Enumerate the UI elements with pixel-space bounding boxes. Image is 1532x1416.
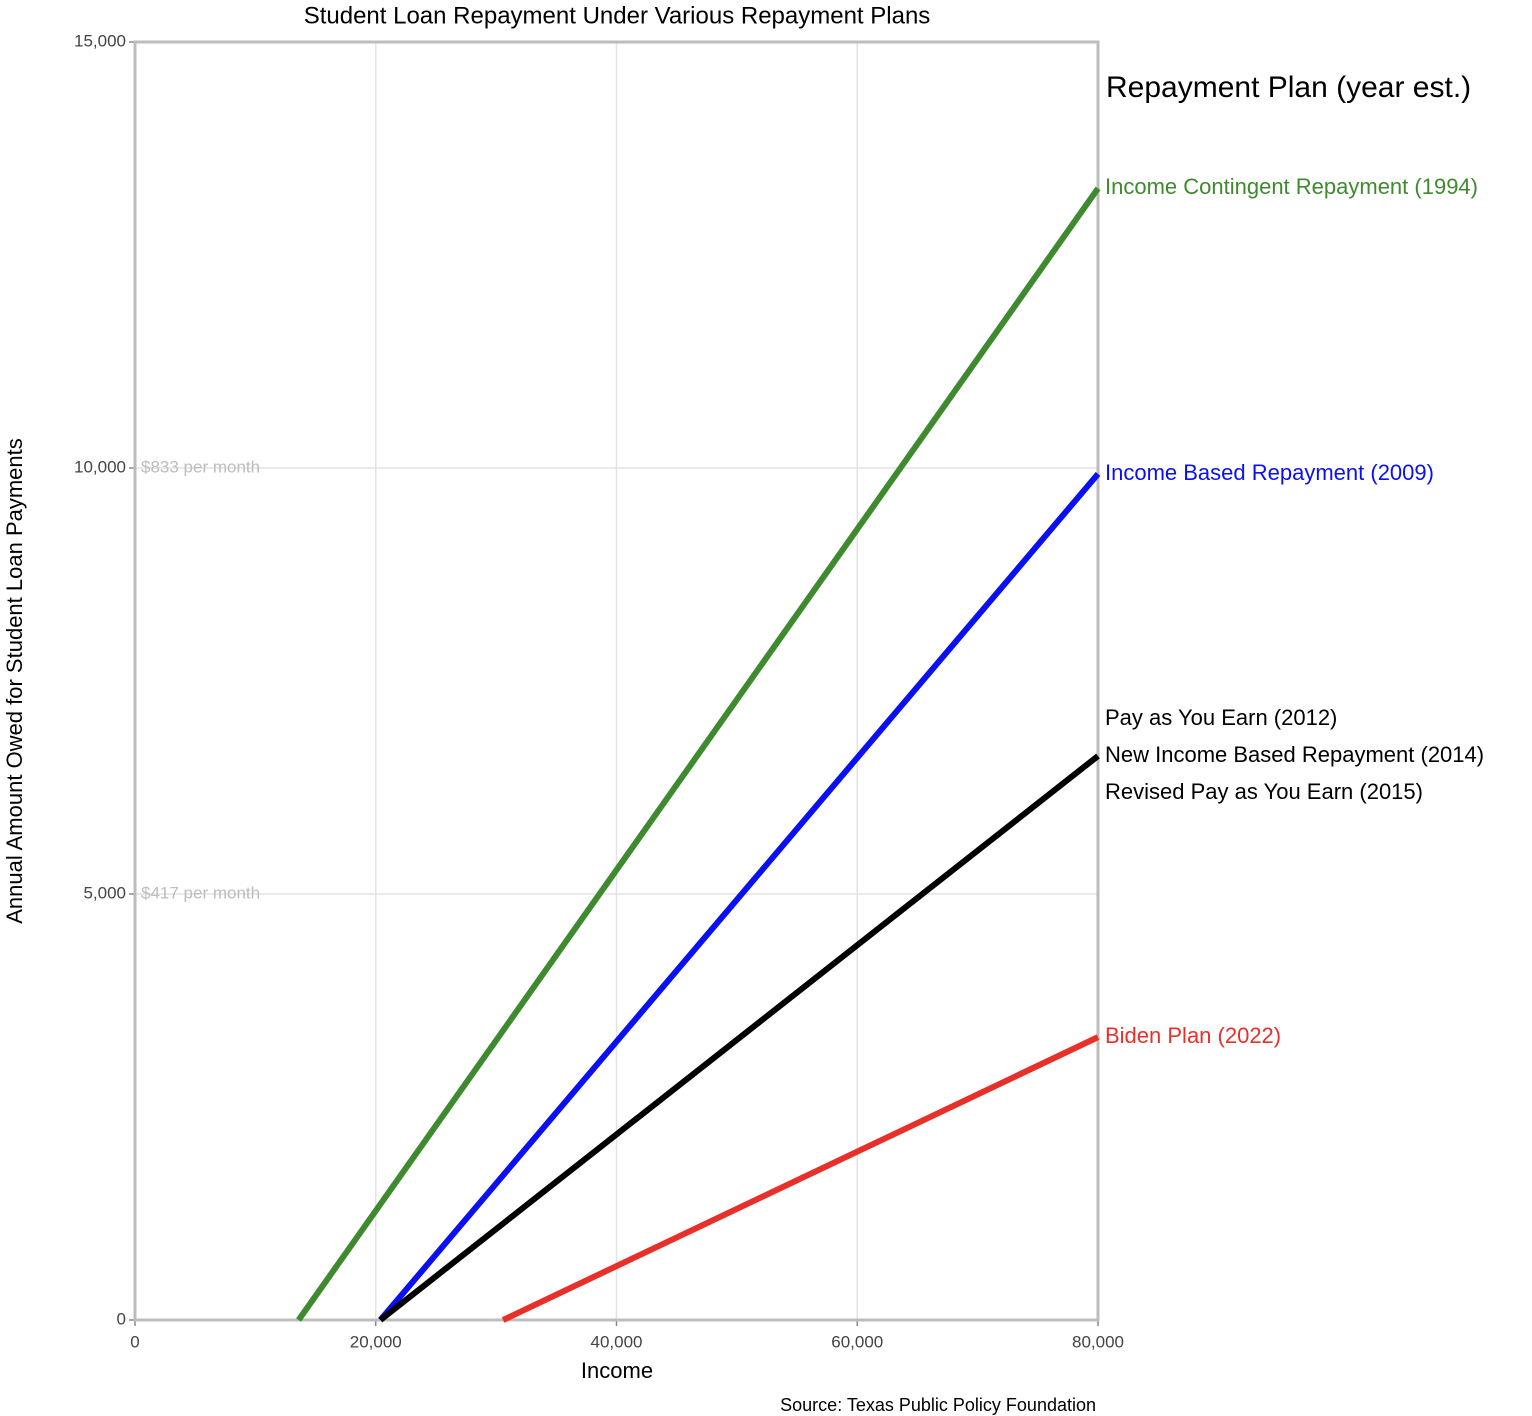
x-tick-label: 80,000: [1072, 1332, 1124, 1351]
x-axis-label: Income: [581, 1358, 653, 1383]
y-tick-label: 0: [117, 1309, 126, 1328]
y-tick-label: 15,000: [74, 31, 126, 50]
legend-label: Revised Pay as You Earn (2015): [1105, 779, 1423, 804]
x-tick-label: 40,000: [591, 1332, 643, 1351]
x-tick-label: 20,000: [350, 1332, 402, 1351]
caption: Source: Texas Public Policy Foundation: [780, 1395, 1096, 1415]
x-tick-label: 0: [130, 1332, 139, 1351]
line: [296, 186, 1101, 1322]
legend-title: Repayment Plan (year est.): [1106, 71, 1471, 104]
legend-label: Income Contingent Repayment (1994): [1105, 174, 1478, 199]
line: [378, 472, 1101, 1322]
annotation: $833 per month: [141, 457, 260, 476]
y-axis-label: Annual Amount Owed for Student Loan Paym…: [2, 438, 27, 924]
plot-frame: [133, 40, 1100, 1322]
y-tick-label: 5,000: [83, 883, 126, 902]
annotation: $417 per month: [141, 883, 260, 902]
x-tick-label: 60,000: [831, 1332, 883, 1351]
legend-label: Biden Plan (2022): [1105, 1023, 1281, 1048]
chart-title: Student Loan Repayment Under Various Rep…: [304, 2, 931, 29]
legend-label: New Income Based Repayment (2014): [1105, 742, 1484, 767]
legend-label: Income Based Repayment (2009): [1105, 460, 1434, 485]
line: [501, 1034, 1100, 1323]
y-tick-label: 10,000: [74, 457, 126, 476]
legend-label: Pay as You Earn (2012): [1105, 705, 1337, 730]
line: [378, 753, 1100, 1323]
